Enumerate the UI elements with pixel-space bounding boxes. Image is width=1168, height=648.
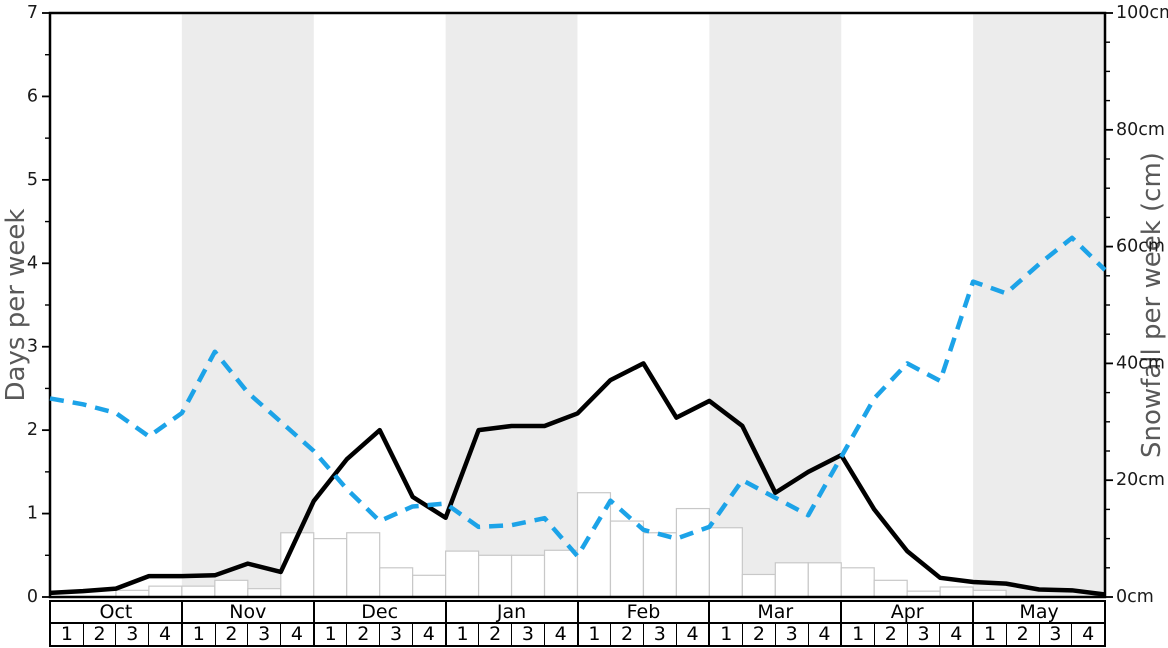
left-tick-label: 2 [27,420,38,440]
month-cell-oct: Oct [51,602,183,622]
right-tick-label: 100cm [1116,3,1168,23]
right-tick-label: 80cm [1116,120,1165,140]
week-cell-may-2: 2 [1007,624,1040,645]
left-tick-label: 5 [27,170,38,190]
month-cell-dec: Dec [315,602,447,622]
right-tick-label: 40cm [1116,353,1165,373]
bar-week-6 [214,579,249,598]
right-tick-label: 60cm [1116,237,1165,257]
right-tick-label: 20cm [1116,470,1165,490]
week-cell-dec-1: 1 [315,624,348,645]
week-cell-nov-4: 4 [281,624,315,645]
weekly-bars [115,492,1007,598]
left-tick-label: 0 [27,587,38,607]
week-cell-apr-1: 1 [842,624,875,645]
week-cell-feb-1: 1 [579,624,612,645]
bar-week-11 [379,567,414,598]
week-cell-jan-3: 3 [512,624,545,645]
week-cell-mar-3: 3 [776,624,809,645]
week-cell-dec-3: 3 [380,624,413,645]
bar-week-13 [445,550,480,598]
snow-days-line [49,361,1106,597]
week-cell-oct-3: 3 [116,624,150,645]
week-cell-may-3: 3 [1040,624,1073,645]
left-tick-label: 4 [27,253,38,273]
right-axis: 0cm 20cm 40cm 60cm 80cm 100cm [1105,3,1168,607]
right-tick-label: 0cm [1116,587,1154,607]
bar-week-15 [510,554,546,598]
week-cell-oct-4: 4 [149,624,183,645]
bar-week-8 [280,532,315,598]
week-cell-feb-2: 2 [611,624,644,645]
shaded-band-mar [709,14,842,597]
bar-week-14 [477,554,513,598]
bar-week-24 [807,562,842,598]
bar-week-25 [840,567,875,598]
shaded-band-may [973,14,1105,597]
month-week-table: Oct Nov Dec Jan Feb Mar Apr May 1 2 3 4 1 2 3 4 1 2 3 4 1 2 3 4… [49,600,1106,647]
left-tick-label: 6 [27,86,38,106]
week-cell-nov-1: 1 [183,624,216,645]
bar-week-19 [642,532,678,598]
week-cell-apr-3: 3 [908,624,941,645]
left-tick-label: 7 [27,3,38,23]
week-cell-mar-1: 1 [710,624,744,645]
bar-week-20 [675,507,710,598]
shaded-band-jan [445,14,578,597]
bar-week-16 [543,549,579,598]
week-cell-dec-4: 4 [413,624,447,645]
week-cell-oct-1: 1 [51,624,84,645]
week-cell-apr-4: 4 [940,624,975,645]
week-cell-mar-2: 2 [743,624,776,645]
bar-week-21 [708,527,743,598]
month-row: Oct Nov Dec Jan Feb Mar Apr May [51,602,1104,624]
bar-week-4 [148,585,183,598]
week-cell-jan-4: 4 [545,624,579,645]
week-cell-jan-2: 2 [479,624,513,645]
week-cell-jan-1: 1 [447,624,480,645]
week-cell-may-1: 1 [974,624,1007,645]
shaded-bands [181,14,1105,597]
week-cell-feb-4: 4 [677,624,711,645]
month-cell-apr: Apr [842,602,975,622]
week-cell-apr-2: 2 [875,624,908,645]
left-tick-label: 3 [27,337,38,357]
month-cell-may: May [1019,602,1059,622]
week-cell-oct-2: 2 [84,624,117,645]
snowfall-line [49,235,1107,559]
bar-week-18 [609,520,645,598]
week-cell-nov-2: 2 [216,624,249,645]
week-cell-dec-2: 2 [347,624,381,645]
month-cell-mar: Mar [710,602,843,622]
month-cell-nov: Nov [183,602,315,622]
bar-week-5 [181,585,216,598]
bar-week-10 [346,532,381,598]
week-cell-feb-3: 3 [644,624,677,645]
week-cell-mar-4: 4 [809,624,843,645]
bar-week-12 [412,574,447,598]
bar-week-28 [939,586,974,598]
month-cell-jan: Jan [447,602,579,622]
month-cell-feb: Feb [579,602,711,622]
bar-week-9 [313,537,348,598]
bar-week-7 [247,588,282,598]
week-cell-nov-3: 3 [248,624,282,645]
left-axis: 0 1 2 3 4 5 6 7 [27,3,50,607]
shaded-band-nov [181,14,314,597]
left-tick-label: 1 [27,504,38,524]
bar-week-22 [741,573,776,598]
week-cell-may-4: 4 [1082,624,1095,645]
bar-week-26 [873,579,908,598]
bar-week-23 [774,562,809,598]
